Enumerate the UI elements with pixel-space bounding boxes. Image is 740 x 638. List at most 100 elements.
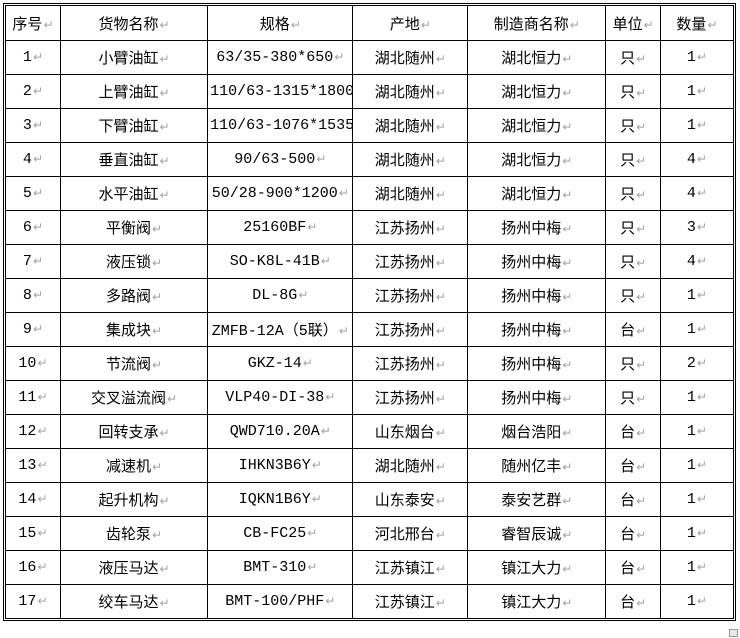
- paragraph-mark-icon: ↵: [562, 494, 573, 508]
- table-cell: 齿轮泵↵: [59, 516, 209, 551]
- paragraph-mark-icon: ↵: [636, 86, 647, 100]
- cell-text: QWD710.20A: [229, 423, 320, 440]
- goods-table-border: 序号↵ 货物名称↵ 规格↵ 产地↵ 制造商名称↵ 单位↵ 数量↵ 1↵ 小臂油缸↵…: [3, 3, 736, 621]
- table-row: 14↵ 起升机构↵ IQKN1B6Y↵ 山东泰安↵ 泰安艺群↵ 台↵ 1↵: [6, 482, 733, 517]
- table-cell: 台↵: [605, 312, 661, 347]
- paragraph-mark-icon: ↵: [435, 222, 446, 236]
- table-cell: 5↵: [6, 176, 61, 211]
- cell-text: 2: [686, 355, 696, 372]
- paragraph-mark-icon: ↵: [636, 562, 647, 576]
- paragraph-mark-icon: ↵: [159, 562, 170, 576]
- cell-text: 台: [620, 559, 636, 577]
- table-row: 4↵ 垂直油缸↵ 90/63-500↵ 湖北随州↵ 湖北恒力↵ 只↵ 4↵: [6, 142, 733, 177]
- cell-text: 湖北随州: [374, 185, 435, 203]
- table-cell: 17↵: [6, 584, 61, 618]
- table-cell: 山东烟台↵: [352, 414, 469, 449]
- paragraph-mark-icon: ↵: [152, 256, 163, 270]
- table-resize-handle-icon[interactable]: [729, 629, 738, 637]
- table-cell: 只↵: [605, 210, 661, 245]
- table-cell: 1↵: [659, 74, 733, 109]
- paragraph-mark-icon: ↵: [696, 424, 707, 438]
- cell-text: 1: [686, 491, 696, 508]
- table-cell: 11↵: [6, 380, 61, 415]
- paragraph-mark-icon: ↵: [159, 494, 170, 508]
- table-cell: 烟台浩阳↵: [467, 414, 607, 449]
- cell-text: IHKN3B6Y: [238, 457, 311, 474]
- table-row: 9↵ 集成块↵ ZMFB-12A（5联）↵ 江苏扬州↵ 扬州中梅↵ 台↵ 1↵: [6, 312, 733, 347]
- paragraph-mark-icon: ↵: [32, 254, 43, 268]
- cell-text: 只: [620, 253, 636, 271]
- table-cell: 只↵: [605, 278, 661, 313]
- paragraph-mark-icon: ↵: [435, 494, 446, 508]
- paragraph-mark-icon: ↵: [562, 188, 573, 202]
- column-header-mfr: 制造商名称↵: [467, 6, 607, 41]
- paragraph-mark-icon: ↵: [435, 324, 446, 338]
- column-header-unit: 单位↵: [605, 6, 661, 41]
- cell-text: 1: [686, 593, 696, 610]
- paragraph-mark-icon: ↵: [562, 358, 573, 372]
- cell-text: 10: [18, 355, 37, 372]
- cell-text: 江苏镇江: [374, 593, 435, 611]
- cell-text: 江苏扬州: [374, 321, 435, 339]
- cell-text: 15: [18, 525, 37, 542]
- table-cell: 4↵: [6, 142, 61, 177]
- table-cell: 湖北恒力↵: [467, 108, 607, 143]
- cell-text: 1: [686, 117, 696, 134]
- paragraph-mark-icon: ↵: [320, 254, 331, 268]
- cell-text: 13: [18, 457, 37, 474]
- table-row: 3↵下臂油缸↵110/63-1076*1535↵湖北随州↵湖北恒力↵只↵1↵: [6, 108, 733, 143]
- paragraph-mark-icon: ↵: [43, 17, 54, 32]
- paragraph-mark-icon: ↵: [696, 356, 707, 370]
- table-cell: 3↵: [659, 210, 733, 245]
- cell-text: 垂直油缸: [98, 151, 159, 169]
- table-cell: 8↵: [6, 278, 61, 313]
- table-cell: CB-FC25↵: [207, 516, 354, 551]
- paragraph-mark-icon: ↵: [435, 120, 446, 134]
- table-cell: 只↵: [605, 74, 661, 109]
- cell-text: 绞车马达: [98, 593, 159, 611]
- cell-text: GKZ-14: [247, 355, 302, 372]
- cell-text: 50/28-900*1200: [211, 185, 338, 202]
- cell-text: 台: [620, 593, 636, 611]
- table-cell: 只↵: [605, 40, 661, 75]
- paragraph-mark-icon: ↵: [32, 152, 43, 166]
- table-cell: 2↵: [6, 74, 61, 109]
- paragraph-mark-icon: ↵: [159, 596, 170, 610]
- paragraph-mark-icon: ↵: [37, 560, 48, 574]
- paragraph-mark-icon: ↵: [696, 322, 707, 336]
- cell-text: 湖北随州: [374, 49, 435, 67]
- paragraph-mark-icon: ↵: [37, 492, 48, 506]
- paragraph-mark-icon: ↵: [696, 458, 707, 472]
- cell-text: 6: [22, 219, 32, 236]
- paragraph-mark-icon: ↵: [325, 390, 336, 404]
- table-cell: 16↵: [6, 550, 61, 585]
- cell-text: BMT-310: [243, 559, 307, 576]
- cell-text: 1: [686, 83, 696, 100]
- cell-text: 1: [686, 287, 696, 304]
- column-header-no: 序号↵: [6, 6, 61, 41]
- table-cell: 只↵: [605, 244, 661, 279]
- table-row: 10↵ 节流阀↵ GKZ-14↵ 江苏扬州↵ 扬州中梅↵ 只↵ 2↵: [6, 346, 733, 381]
- table-cell: SO-K8L-41B↵: [207, 244, 354, 279]
- table-cell: 1↵: [659, 278, 733, 313]
- cell-text: ZMFB-12A（5联）: [211, 323, 338, 340]
- cell-text: 集成块: [106, 321, 152, 339]
- cell-text: 湖北随州: [374, 151, 435, 169]
- cell-text: VLP40-DI-38: [225, 389, 325, 406]
- cell-text: 4: [686, 185, 696, 202]
- cell-text: 镇江大力: [501, 593, 562, 611]
- table-cell: BMT-100/PHF↵: [207, 584, 354, 618]
- paragraph-mark-icon: ↵: [37, 458, 48, 472]
- table-cell: 7↵: [6, 244, 61, 279]
- table-cell: 回转支承↵: [59, 414, 209, 449]
- table-cell: 随州亿丰↵: [467, 448, 607, 483]
- paragraph-mark-icon: ↵: [338, 324, 349, 338]
- paragraph-mark-icon: ↵: [37, 356, 48, 370]
- table-cell: 湖北恒力↵: [467, 176, 607, 211]
- table-cell: 25160BF↵: [207, 210, 354, 245]
- table-cell: 湖北随州↵: [352, 142, 469, 177]
- table-cell: 63/35-380*650↵: [207, 40, 354, 75]
- cell-text: 河北邢台: [374, 525, 435, 543]
- table-row: 7↵ 液压锁↵ SO-K8L-41B↵ 江苏扬州↵ 扬州中梅↵ 只↵ 4↵: [6, 244, 733, 279]
- cell-text: 只: [620, 355, 636, 373]
